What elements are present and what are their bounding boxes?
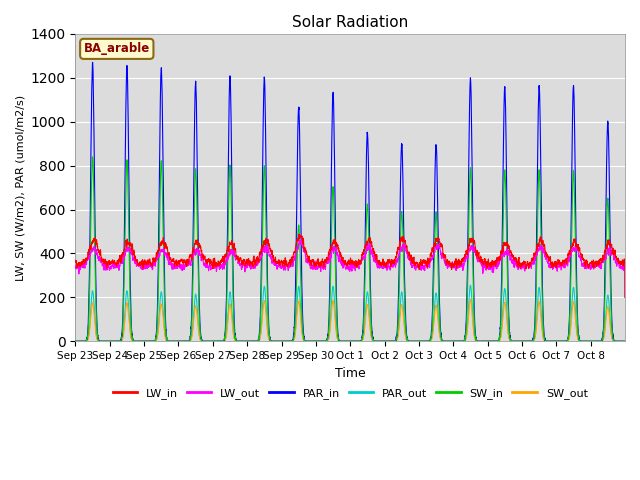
LW_in: [501, 241, 509, 247]
Line: PAR_in: PAR_in: [76, 62, 625, 341]
SW_out: [528, 338, 536, 344]
Line: LW_in: LW_in: [76, 234, 625, 297]
SW_out: [371, 338, 378, 344]
Legend: LW_in, LW_out, PAR_in, PAR_out, SW_in, SW_out: LW_in, LW_out, PAR_in, PAR_out, SW_in, S…: [108, 384, 592, 403]
X-axis label: Time: Time: [335, 367, 365, 380]
SW_in: [72, 338, 79, 344]
PAR_out: [186, 338, 193, 344]
LW_out: [528, 260, 536, 266]
PAR_out: [400, 314, 408, 320]
LW_out: [621, 294, 629, 300]
PAR_out: [542, 338, 550, 344]
SW_out: [542, 338, 550, 344]
LW_out: [501, 250, 509, 256]
Y-axis label: LW, SW (W/m2), PAR (umol/m2/s): LW, SW (W/m2), PAR (umol/m2/s): [15, 95, 25, 281]
SW_in: [371, 338, 378, 344]
SW_out: [467, 297, 474, 302]
SW_out: [72, 338, 79, 344]
Text: BA_arable: BA_arable: [84, 42, 150, 55]
SW_in: [528, 338, 536, 344]
LW_in: [186, 253, 193, 259]
LW_in: [542, 250, 550, 255]
LW_in: [371, 250, 378, 255]
PAR_in: [89, 60, 97, 65]
PAR_in: [501, 89, 509, 95]
SW_out: [400, 320, 408, 326]
Line: SW_in: SW_in: [76, 157, 625, 341]
Title: Solar Radiation: Solar Radiation: [292, 15, 408, 30]
LW_in: [528, 255, 536, 261]
SW_in: [88, 154, 96, 160]
SW_in: [542, 338, 550, 344]
PAR_out: [72, 338, 79, 344]
LW_in: [400, 238, 408, 244]
SW_out: [501, 300, 509, 305]
LW_out: [72, 264, 79, 270]
PAR_in: [621, 338, 629, 344]
Line: SW_out: SW_out: [76, 300, 625, 341]
SW_out: [186, 338, 193, 344]
PAR_out: [467, 282, 474, 288]
PAR_out: [371, 338, 378, 344]
LW_in: [295, 231, 303, 237]
Line: PAR_out: PAR_out: [76, 285, 625, 341]
LW_out: [542, 254, 550, 260]
PAR_out: [501, 286, 509, 292]
SW_in: [400, 278, 408, 284]
LW_out: [400, 242, 408, 248]
SW_in: [621, 338, 629, 344]
LW_out: [186, 260, 193, 266]
PAR_in: [371, 338, 378, 344]
PAR_in: [186, 337, 193, 343]
Line: LW_out: LW_out: [76, 240, 625, 297]
SW_in: [501, 169, 509, 175]
PAR_in: [129, 338, 137, 344]
LW_out: [371, 255, 378, 261]
SW_out: [621, 338, 629, 344]
LW_in: [621, 294, 629, 300]
LW_out: [297, 237, 305, 243]
PAR_out: [621, 338, 629, 344]
PAR_in: [72, 338, 79, 344]
SW_in: [186, 337, 193, 343]
LW_in: [72, 259, 79, 265]
PAR_in: [401, 257, 408, 263]
PAR_in: [543, 338, 550, 344]
PAR_out: [528, 338, 536, 344]
PAR_in: [528, 338, 536, 344]
